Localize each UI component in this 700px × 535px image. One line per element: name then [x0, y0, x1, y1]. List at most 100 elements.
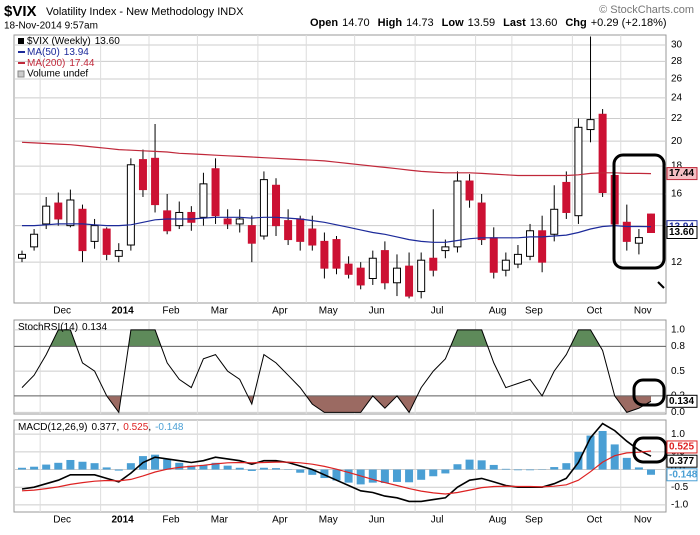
- legend-value: 13.60: [95, 36, 120, 47]
- subtitle: Volatility Index - New Methodology INDX: [46, 6, 244, 18]
- x-tick-label: Nov: [634, 306, 652, 317]
- candle-body: [599, 114, 606, 192]
- histogram-bar: [623, 458, 631, 470]
- legend-entry: Volume undef: [27, 69, 88, 80]
- quote-value: 14.70: [342, 17, 370, 29]
- quote-label: Low: [442, 17, 464, 29]
- candle-body: [285, 221, 292, 240]
- legend-value: 0.134: [82, 322, 107, 333]
- y-tick-label: 22: [671, 113, 683, 124]
- candle-body: [103, 229, 110, 254]
- histogram-bar: [393, 470, 401, 482]
- legend-entry: MA(50)13.94: [27, 47, 89, 58]
- candle-body: [539, 231, 546, 262]
- histogram-bar: [127, 463, 135, 469]
- candle-body: [442, 247, 449, 251]
- candle-body: [381, 251, 388, 283]
- histogram-bar: [30, 467, 38, 470]
- histogram-bar: [381, 470, 389, 483]
- histogram-bar: [260, 468, 268, 470]
- quote-value: 13.59: [468, 17, 496, 29]
- legend-value: 0.525: [123, 422, 148, 433]
- legend-value: 13.94: [64, 47, 89, 58]
- quote-label: High: [378, 17, 403, 29]
- y-tick-label: 28: [671, 56, 683, 67]
- histogram-bar: [647, 470, 655, 475]
- histogram-bar: [42, 465, 50, 470]
- histogram-bar: [453, 464, 461, 469]
- date: 18-Nov-2014 9:57am: [4, 21, 98, 32]
- quote-label: Open: [310, 17, 338, 29]
- x-tick-label: Dec: [53, 515, 71, 526]
- histogram-bar: [103, 467, 111, 469]
- candle-body: [393, 268, 400, 283]
- histogram-bar: [562, 463, 570, 469]
- histogram-bar: [18, 468, 26, 470]
- candle-body: [551, 209, 558, 234]
- quote-value: 13.60: [530, 17, 558, 29]
- x-tick-label: Mar: [211, 306, 229, 317]
- candle-body: [466, 181, 473, 200]
- candle-body: [67, 200, 74, 226]
- histogram-bar: [635, 467, 643, 469]
- candle-body: [127, 165, 134, 245]
- candle-body: [297, 219, 304, 241]
- x-tick-label: Aug: [489, 306, 507, 317]
- legend-value: 17.44: [69, 58, 94, 69]
- quote-label: Last: [503, 17, 526, 29]
- candle-body: [309, 229, 316, 245]
- histogram-bar: [163, 459, 171, 469]
- y-tick-label: 0.8: [671, 341, 685, 352]
- candle-body: [188, 212, 195, 222]
- candle-body: [115, 251, 122, 257]
- legend-value: -0.148: [155, 422, 184, 433]
- candle-body: [31, 234, 38, 247]
- x-tick-label: Aug: [489, 515, 507, 526]
- histogram-bar: [78, 462, 86, 470]
- candle-body: [55, 203, 62, 219]
- legend-entry: $VIX (Weekly)13.60: [27, 36, 120, 47]
- candle-body: [224, 219, 231, 224]
- x-tick-label: Feb: [162, 515, 180, 526]
- histogram-bar: [296, 470, 304, 473]
- candle-body: [478, 203, 485, 240]
- legend-swatch: [18, 38, 24, 44]
- price-tag-label: -0.148: [669, 469, 698, 480]
- histogram-bar: [54, 463, 62, 470]
- candle-body: [635, 238, 642, 244]
- candle-body: [418, 260, 425, 291]
- candle-body: [164, 211, 171, 231]
- x-tick-label: 2014: [112, 515, 135, 526]
- histogram-bar: [490, 465, 498, 470]
- legend-entry: MACD(12,26,9)0.377,0.525,-0.148: [18, 422, 184, 433]
- legend-name: MA(200): [27, 58, 65, 69]
- histogram-bar: [502, 469, 510, 470]
- x-tick-label: Mar: [211, 515, 229, 526]
- candle-body: [514, 254, 521, 264]
- candle-body: [200, 184, 207, 217]
- histogram-bar: [550, 467, 558, 469]
- histogram-bar: [91, 463, 99, 469]
- y-tick-label: 26: [671, 74, 683, 85]
- histogram-bar: [478, 460, 486, 469]
- candle-body: [43, 206, 50, 224]
- legend-name: StochRSI(14): [18, 322, 78, 333]
- candle-body: [236, 219, 243, 224]
- histogram-bar: [224, 466, 232, 470]
- histogram-bar: [441, 470, 449, 474]
- candle-body: [369, 258, 376, 278]
- quote-value: +0.29 (+2.18%): [591, 17, 667, 29]
- legend-name: MACD(12,26,9): [18, 422, 87, 433]
- x-tick-label: May: [319, 306, 338, 317]
- legend-value: 0.377: [91, 422, 116, 433]
- backgrounds: [14, 35, 666, 512]
- candle-body: [575, 127, 582, 215]
- candle-body: [648, 214, 655, 232]
- histogram-bar: [66, 460, 74, 470]
- candle-body: [260, 180, 267, 236]
- x-tick-label: Dec: [53, 306, 71, 317]
- histogram-bar: [514, 470, 522, 471]
- candle-body: [345, 264, 352, 274]
